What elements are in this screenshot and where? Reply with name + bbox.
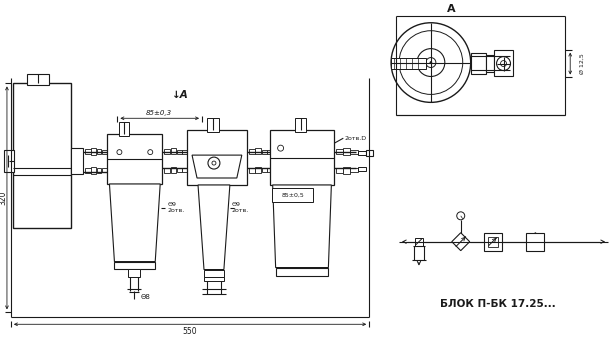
- Bar: [343, 148, 350, 155]
- Bar: [91, 167, 96, 174]
- Bar: [96, 168, 102, 173]
- Bar: [182, 150, 187, 154]
- Bar: [358, 167, 366, 171]
- Circle shape: [399, 31, 463, 94]
- Bar: [262, 150, 267, 154]
- Circle shape: [148, 150, 153, 155]
- Bar: [128, 268, 140, 277]
- Text: 85±0,5: 85±0,5: [281, 192, 304, 197]
- Bar: [187, 130, 247, 185]
- Bar: [164, 168, 170, 173]
- Bar: [102, 150, 107, 154]
- Polygon shape: [198, 185, 230, 269]
- Circle shape: [278, 145, 284, 151]
- Bar: [182, 168, 187, 172]
- Bar: [484, 233, 501, 251]
- Bar: [115, 262, 155, 268]
- Bar: [276, 268, 329, 275]
- Bar: [471, 53, 485, 73]
- Circle shape: [117, 150, 122, 155]
- Text: БЛОК П-БК 17.25...: БЛОК П-БК 17.25...: [440, 299, 555, 310]
- Bar: [350, 150, 358, 154]
- Text: 550: 550: [183, 327, 197, 336]
- Bar: [177, 168, 182, 172]
- Bar: [493, 50, 514, 76]
- Polygon shape: [273, 185, 332, 268]
- Circle shape: [430, 61, 432, 64]
- Bar: [107, 134, 162, 184]
- Circle shape: [391, 23, 471, 102]
- Bar: [120, 122, 129, 136]
- Bar: [270, 130, 334, 185]
- Circle shape: [457, 212, 465, 220]
- Bar: [13, 83, 70, 228]
- Bar: [85, 168, 93, 173]
- Text: Ø 12,5: Ø 12,5: [580, 53, 585, 74]
- Text: 320: 320: [0, 191, 7, 205]
- Bar: [70, 148, 83, 174]
- Bar: [485, 55, 493, 71]
- Polygon shape: [452, 233, 470, 251]
- Bar: [102, 168, 107, 172]
- Bar: [343, 167, 350, 174]
- Text: Θ9
2отв.: Θ9 2отв.: [167, 202, 185, 213]
- Bar: [27, 73, 49, 86]
- Bar: [177, 150, 182, 154]
- Bar: [96, 149, 102, 154]
- Bar: [4, 150, 14, 172]
- Circle shape: [212, 161, 216, 165]
- Text: A: A: [446, 4, 455, 14]
- Text: 2отв.D: 2отв.D: [345, 136, 367, 141]
- Bar: [366, 150, 373, 156]
- Polygon shape: [192, 155, 242, 178]
- Bar: [164, 149, 170, 154]
- Circle shape: [426, 58, 436, 67]
- Bar: [171, 148, 176, 154]
- Bar: [527, 233, 544, 251]
- Bar: [295, 118, 306, 132]
- Polygon shape: [110, 184, 160, 262]
- Bar: [262, 168, 267, 172]
- Bar: [391, 58, 426, 69]
- Circle shape: [417, 49, 445, 76]
- Bar: [249, 149, 255, 154]
- Text: Θ8: Θ8: [140, 294, 150, 300]
- Bar: [350, 168, 358, 172]
- Polygon shape: [527, 233, 544, 251]
- Bar: [267, 150, 271, 154]
- Bar: [91, 148, 96, 155]
- Bar: [358, 151, 366, 155]
- Bar: [255, 148, 261, 154]
- Text: ↓A: ↓A: [172, 91, 188, 100]
- Text: Θ9
2отв.: Θ9 2отв.: [232, 202, 249, 213]
- Circle shape: [501, 61, 506, 66]
- Bar: [204, 269, 224, 277]
- Bar: [204, 277, 224, 282]
- Bar: [272, 188, 313, 202]
- Bar: [171, 167, 176, 173]
- Bar: [415, 238, 423, 246]
- Text: 85±0,3: 85±0,3: [146, 110, 172, 116]
- Bar: [337, 168, 343, 173]
- Bar: [249, 168, 255, 173]
- Bar: [85, 149, 93, 154]
- Bar: [267, 168, 271, 172]
- Bar: [487, 237, 498, 247]
- Bar: [255, 167, 261, 173]
- Bar: [337, 149, 343, 154]
- Circle shape: [208, 157, 220, 169]
- Bar: [207, 118, 219, 132]
- Circle shape: [497, 56, 511, 71]
